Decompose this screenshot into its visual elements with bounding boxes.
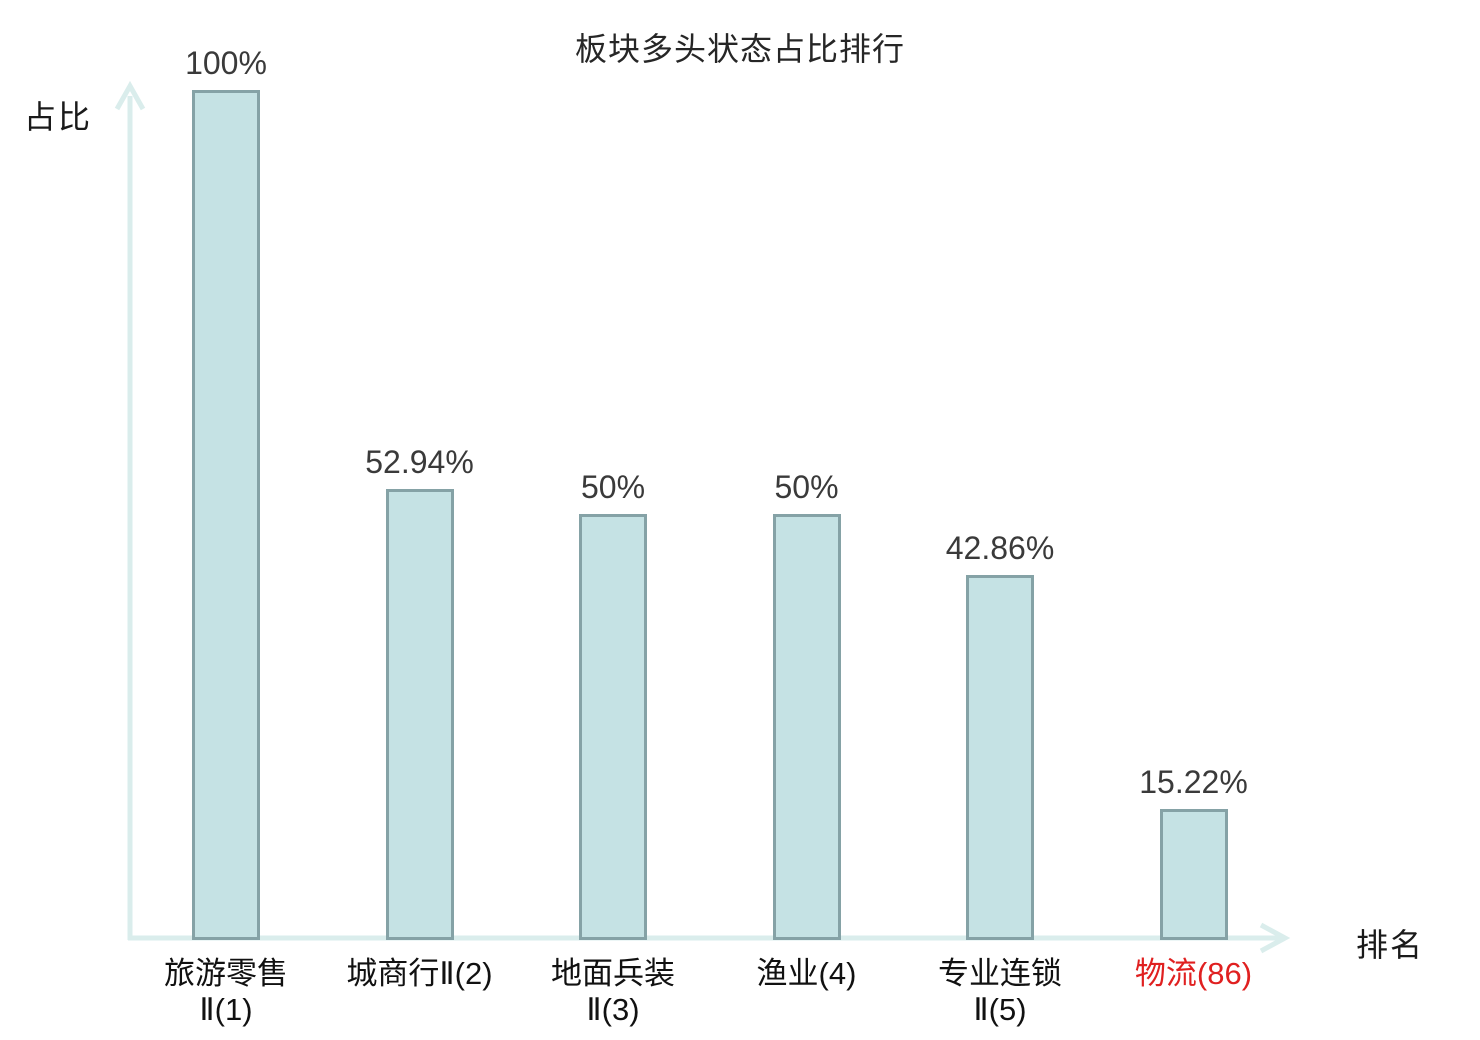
x-axis-title: 排名 — [1356, 927, 1425, 963]
bar-category-label: 专业连锁 Ⅱ(5) — [870, 956, 1130, 1028]
bar — [192, 90, 260, 940]
bar-value-label: 42.86% — [945, 530, 1055, 566]
bar-category-label: 渔业(4) — [677, 956, 937, 992]
bar — [772, 514, 841, 940]
category-label-line: Ⅱ(1) — [199, 992, 253, 1027]
bar-category-label: 物流(86) — [1064, 956, 1324, 992]
y-axis-arrowhead-icon — [114, 80, 146, 111]
bar-value-label: 100% — [185, 45, 267, 81]
category-label-line: 地面兵装 — [551, 956, 675, 991]
bar-value-label: 50% — [774, 469, 839, 505]
chart-title: 板块多头状态占比排行 — [574, 31, 905, 67]
bar-value-label: 50% — [580, 469, 646, 505]
bar-category-label: 城商行Ⅱ(2) — [290, 956, 550, 992]
bar-value-label: 15.22% — [1139, 764, 1248, 800]
category-label-line: Ⅱ(3) — [586, 992, 640, 1027]
bar-category-label: 地面兵装 Ⅱ(3) — [483, 956, 743, 1028]
bar-value-label: 52.94% — [365, 444, 474, 480]
bar — [966, 575, 1034, 940]
category-label-line: 旅游零售 — [164, 956, 288, 991]
category-label-line: 城商行Ⅱ(2) — [346, 956, 493, 991]
bar-category-label: 旅游零售 Ⅱ(1) — [96, 956, 356, 1028]
category-label-line: Ⅱ(5) — [973, 992, 1027, 1027]
bar — [1159, 809, 1228, 940]
bar — [385, 489, 454, 940]
y-axis-title: 占比 — [24, 99, 93, 135]
x-axis-arrowhead-icon — [1259, 922, 1291, 954]
category-label-line: 渔业(4) — [756, 956, 857, 991]
bar — [579, 514, 647, 940]
category-label-line: 物流(86) — [1134, 956, 1253, 991]
category-label-line: 专业连锁 — [938, 956, 1062, 991]
